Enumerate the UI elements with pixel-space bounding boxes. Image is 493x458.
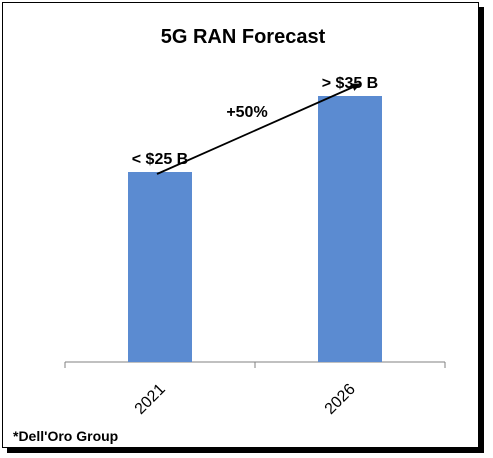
plot-area: < $25 B 2021 > $35 B 2026 (64, 75, 446, 418)
source-note: *Dell'Oro Group (13, 428, 118, 444)
bar-2021 (128, 172, 192, 362)
data-label-2021: < $25 B (132, 151, 188, 168)
growth-annotation: +50% (226, 104, 267, 121)
bar-2026 (318, 96, 382, 362)
chart-title: 5G RAN Forecast (161, 26, 326, 48)
chart-border (2, 2, 479, 448)
data-label-2026: > $35 B (322, 75, 378, 92)
x-tick-label-2026: 2026 (322, 381, 359, 418)
growth-arrow (156, 83, 361, 175)
x-tick-label-2021: 2021 (132, 381, 169, 418)
